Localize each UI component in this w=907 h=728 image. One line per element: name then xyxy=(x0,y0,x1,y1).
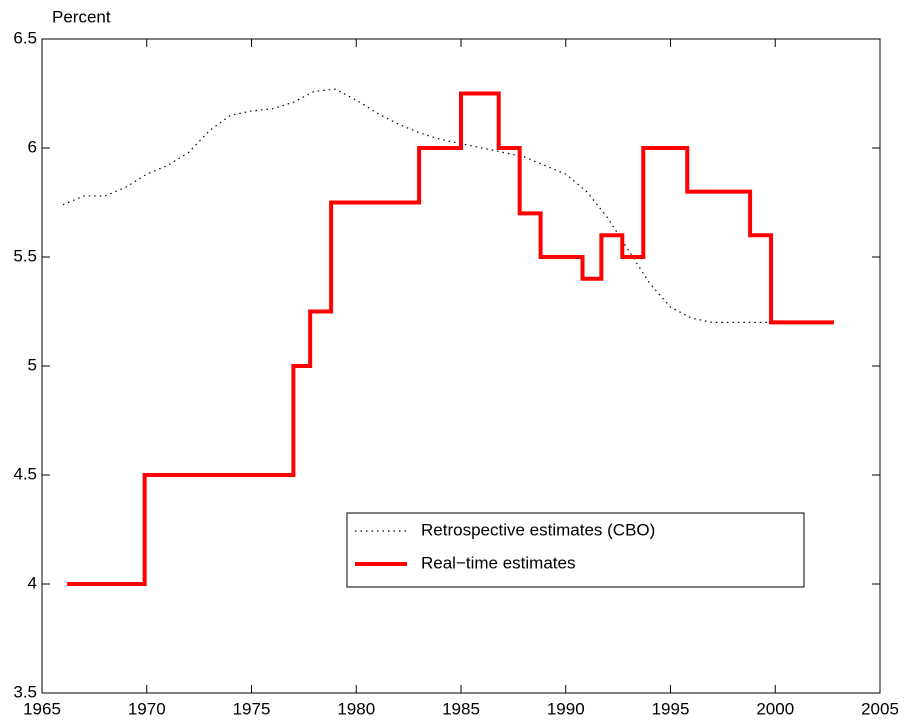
x-tick-label: 2005 xyxy=(861,699,899,718)
y-tick-label: 3.5 xyxy=(13,682,37,701)
y-tick-label: 6 xyxy=(28,137,37,156)
x-tick-label: 1990 xyxy=(547,699,585,718)
x-tick-label: 1970 xyxy=(128,699,166,718)
legend-label: Real−time estimates xyxy=(421,553,575,572)
y-tick-label: 4 xyxy=(28,573,37,592)
legend-box xyxy=(346,512,805,588)
series-line xyxy=(62,88,776,323)
x-tick-label: 1965 xyxy=(23,699,61,718)
series-line xyxy=(67,91,834,586)
x-tick-label: 1985 xyxy=(442,699,480,718)
x-tick-label: 1980 xyxy=(337,699,375,718)
y-tick-label: 4.5 xyxy=(13,464,37,483)
x-tick-label: 1975 xyxy=(233,699,271,718)
x-tick-label: 2000 xyxy=(756,699,794,718)
y-tick-label: 6.5 xyxy=(13,28,37,47)
y-tick-label: 5 xyxy=(28,355,37,374)
legend-label: Retrospective estimates (CBO) xyxy=(421,520,655,539)
y-axis-label: Percent xyxy=(52,7,111,26)
x-tick-label: 1995 xyxy=(652,699,690,718)
y-tick-label: 5.5 xyxy=(13,246,37,265)
